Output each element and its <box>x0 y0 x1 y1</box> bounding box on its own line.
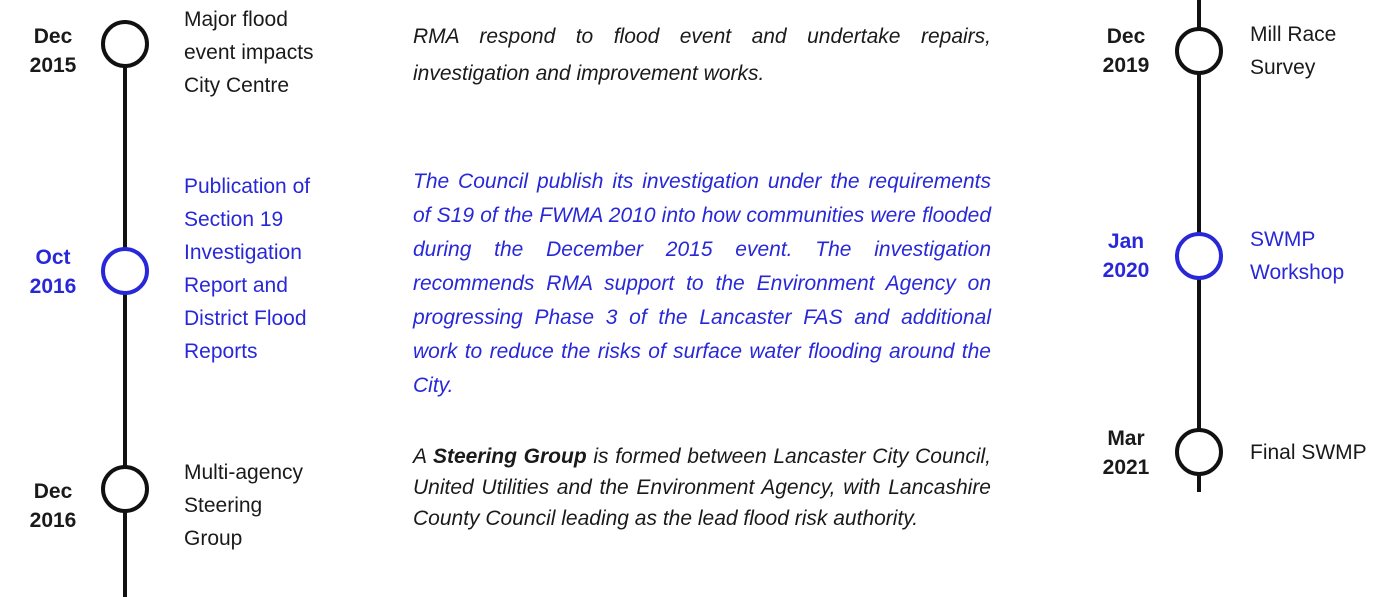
title-line: Section 19 <box>184 208 284 231</box>
event-title: Publication of Section 19 Investigation Rep… <box>184 170 310 368</box>
title-line: Multi-agency <box>184 461 304 484</box>
title-line: Survey <box>1250 56 1316 79</box>
title-line: Group <box>184 527 243 550</box>
event-title: Final SWMP <box>1250 436 1367 469</box>
year: 2016 <box>29 509 77 532</box>
year: 2015 <box>29 54 77 77</box>
year: 2019 <box>1102 54 1150 77</box>
month: Dec <box>33 25 73 48</box>
title-line: Major flood <box>184 8 288 31</box>
description: RMA respond to flood event and undertake… <box>413 25 991 85</box>
date: Dec 2015 <box>18 22 88 80</box>
date: Jan 2020 <box>1091 227 1161 285</box>
node <box>1175 428 1223 476</box>
month: Dec <box>33 480 73 503</box>
title-line: SWMP <box>1250 228 1316 251</box>
node <box>1175 27 1223 75</box>
date: Dec 2016 <box>18 477 88 535</box>
node <box>1175 232 1223 280</box>
event-title: Mill Race Survey <box>1250 18 1336 84</box>
event-title: SWMP Workshop <box>1250 223 1344 289</box>
month: Mar <box>1107 427 1145 450</box>
date: Dec 2019 <box>1091 22 1161 80</box>
node <box>101 247 149 295</box>
month: Dec <box>1106 25 1146 48</box>
title-line: Workshop <box>1250 261 1345 284</box>
title-line: Steering <box>184 494 263 517</box>
node <box>101 465 149 513</box>
title-line: Reports <box>184 340 258 363</box>
title-line: District Flood <box>184 307 307 330</box>
month: Oct <box>35 246 71 269</box>
description-text: is formed between Lancaster City Council… <box>413 445 992 530</box>
title-line: Publication of <box>184 175 311 198</box>
year: 2020 <box>1102 259 1150 282</box>
title-line: Report and <box>184 274 288 297</box>
year: 2016 <box>29 275 77 298</box>
description-text: A <box>413 445 433 468</box>
title-line: Final SWMP <box>1250 441 1367 464</box>
description-bold: Steering Group <box>432 445 587 468</box>
date: Mar 2021 <box>1091 424 1161 482</box>
description: A Steering Group is formed between Lanca… <box>413 441 991 534</box>
title-line: City Centre <box>184 74 290 97</box>
date: Oct 2016 <box>18 243 88 301</box>
description: The Council publish its investigation un… <box>413 170 991 397</box>
title-line: event impacts <box>184 41 314 64</box>
title-line: Investigation <box>184 241 302 264</box>
event-title: Multi-agency Steering Group <box>184 456 303 555</box>
title-line: Mill Race <box>1250 23 1337 46</box>
month: Jan <box>1107 230 1145 253</box>
year: 2021 <box>1102 456 1150 479</box>
node <box>101 20 149 68</box>
event-title: Major flood event impacts City Centre <box>184 3 314 102</box>
